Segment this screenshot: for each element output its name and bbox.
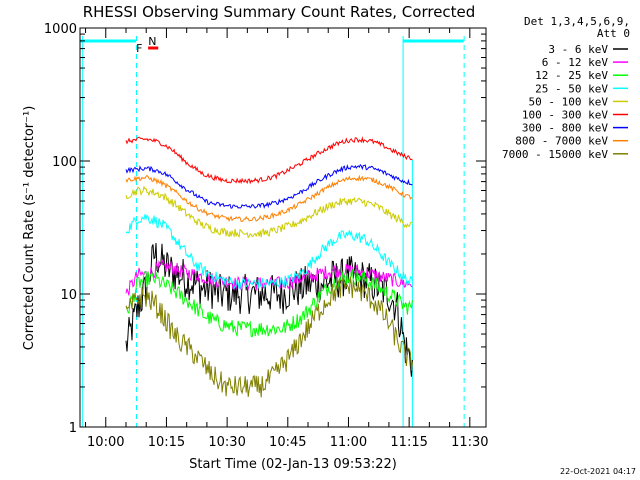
legend-entry-label: 300 - 800 keV [522, 122, 608, 135]
plot-frame [79, 27, 487, 428]
series-line-5 [125, 136, 413, 185]
legend-entry-label: 3 - 6 keV [548, 43, 608, 56]
series-layer [125, 136, 413, 398]
x-tick-label: 10:15 [148, 435, 185, 450]
legend-entry-label: 800 - 7000 keV [515, 135, 608, 148]
legend-entry-label: 25 - 50 keV [535, 82, 608, 95]
legend-entry-label: 50 - 100 keV [529, 95, 609, 108]
series-line-7 [125, 174, 413, 223]
x-tick-label: 10:45 [269, 435, 306, 450]
flag-label-f: F [136, 42, 142, 55]
flag-label-n: N [148, 35, 156, 48]
axes-layer: 10:00 10:15 10:30 10:45 11:00 11:15 11:30 1 10 10… [44, 22, 489, 450]
y-tick-label: 1 [69, 421, 77, 436]
series-line-2 [125, 268, 413, 338]
legend-attenuator: Att 0 [597, 27, 630, 40]
y-tick-label: 10 [60, 288, 77, 303]
series-line-3 [125, 214, 413, 290]
y-axis-label: Corrected Count Rate (s⁻¹ detector⁻¹) [22, 106, 37, 351]
chart-title: RHESSI Observing Summary Count Rates, Co… [83, 3, 476, 21]
legend-entry-label: 7000 - 15000 keV [502, 148, 608, 161]
legend-entry-label: 12 - 25 keV [535, 69, 608, 82]
x-tick-label: 11:15 [390, 435, 427, 450]
series-line-8 [125, 276, 413, 398]
y-tick-label: 100 [52, 155, 77, 170]
x-tick-label: 11:30 [451, 435, 488, 450]
legend-detectors: Det 1,3,4,5,6,9, [524, 15, 630, 28]
generated-timestamp: 22-Oct-2021 04:17 [560, 467, 636, 476]
y-tick-label: 1000 [44, 22, 77, 37]
series-line-6 [125, 164, 413, 209]
x-axis-label: Start Time (02-Jan-13 09:53:22) [189, 457, 397, 472]
x-tick-label: 10:00 [87, 435, 124, 450]
x-tick-label: 11:00 [330, 435, 367, 450]
legend-entry-label: 100 - 300 keV [522, 109, 608, 122]
annotations-layer: FN [80, 35, 465, 427]
legend-entry-label: 6 - 12 keV [542, 56, 609, 69]
series-line-4 [125, 185, 413, 239]
x-tick-label: 10:30 [208, 435, 245, 450]
